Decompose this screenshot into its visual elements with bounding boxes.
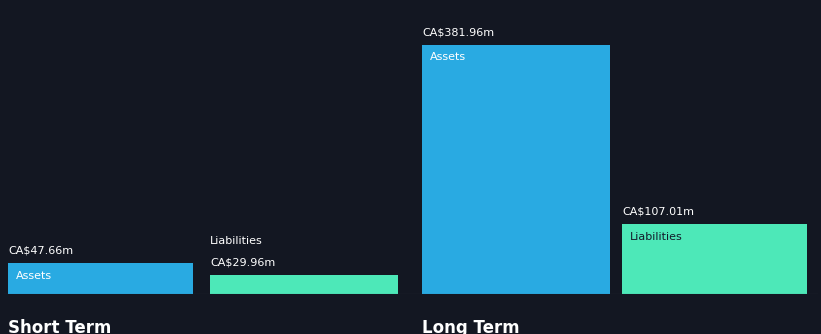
Bar: [422, 45, 610, 294]
Text: CA$381.96m: CA$381.96m: [422, 27, 494, 37]
Text: Assets: Assets: [430, 52, 466, 62]
Text: CA$29.96m: CA$29.96m: [210, 257, 275, 267]
Text: Short Term: Short Term: [8, 319, 112, 334]
Text: Liabilities: Liabilities: [210, 236, 263, 246]
Bar: [622, 224, 807, 294]
Text: Liabilities: Liabilities: [630, 232, 683, 242]
Bar: [8, 263, 193, 294]
Text: Long Term: Long Term: [422, 319, 520, 334]
Bar: [210, 275, 398, 294]
Text: Assets: Assets: [16, 271, 52, 281]
Text: CA$47.66m: CA$47.66m: [8, 245, 73, 256]
Text: CA$107.01m: CA$107.01m: [622, 207, 694, 217]
